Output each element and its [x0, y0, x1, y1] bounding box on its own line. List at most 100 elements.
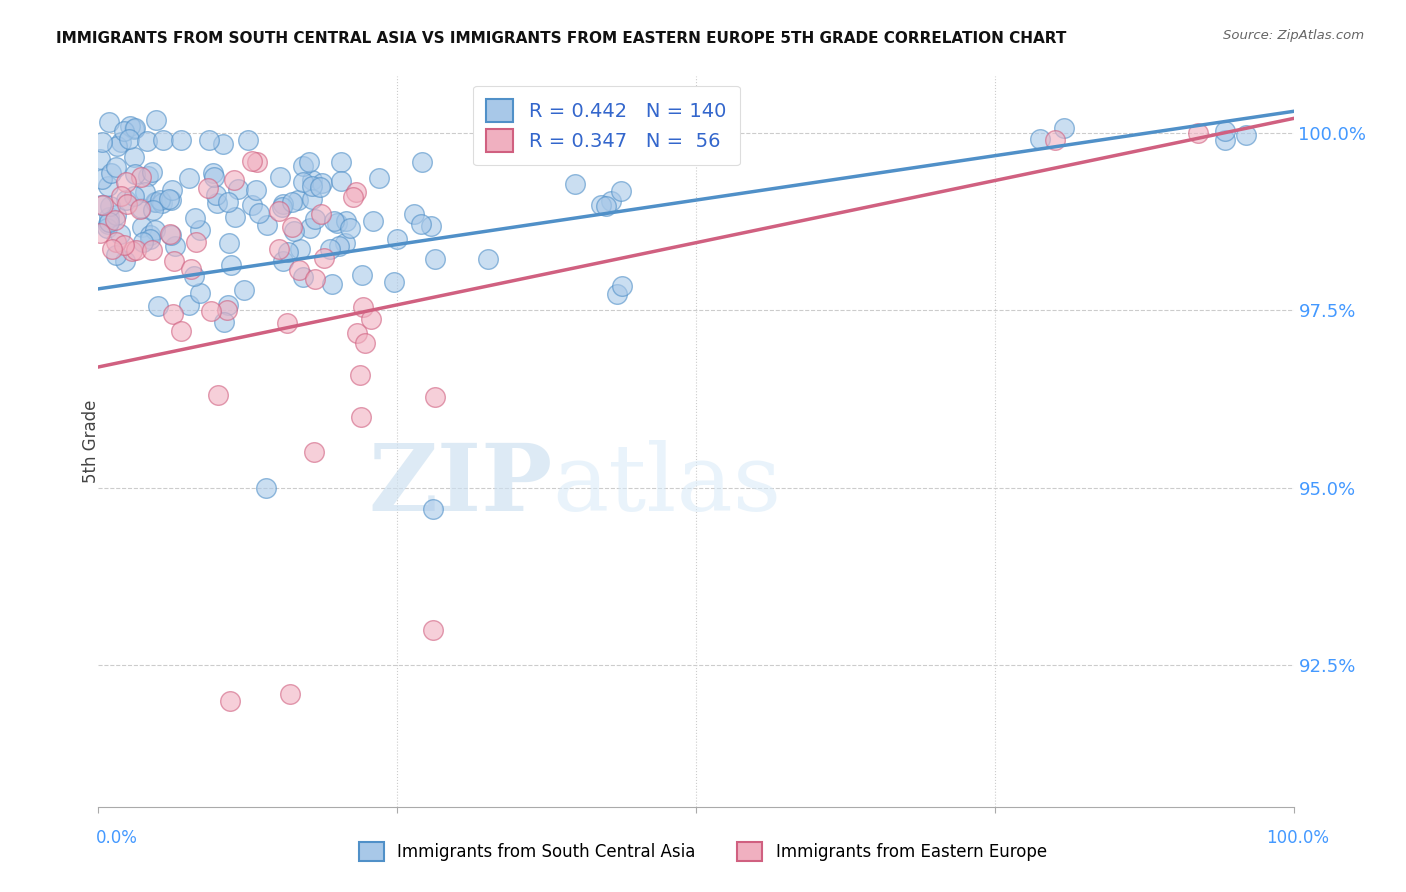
- Point: [136, 134, 159, 148]
- Point: [222, 173, 245, 187]
- Point: [114, 193, 136, 207]
- Point: [339, 221, 361, 235]
- Point: [292, 175, 315, 189]
- Point: [612, 279, 634, 293]
- Point: [91, 198, 114, 212]
- Point: [162, 307, 184, 321]
- Point: [368, 170, 391, 185]
- Point: [150, 195, 173, 210]
- Point: [200, 303, 222, 318]
- Point: [301, 192, 323, 206]
- Point: [98, 199, 121, 213]
- Point: [212, 137, 235, 152]
- Point: [184, 235, 207, 249]
- Point: [217, 195, 239, 210]
- Point: [321, 277, 343, 291]
- Point: [277, 245, 299, 260]
- Point: [342, 190, 364, 204]
- Point: [226, 182, 249, 196]
- Point: [335, 213, 357, 227]
- Point: [98, 115, 121, 129]
- Point: [350, 268, 373, 282]
- Point: [422, 502, 444, 516]
- Point: [118, 119, 141, 133]
- Point: [276, 316, 298, 330]
- Point: [287, 194, 309, 208]
- Point: [217, 298, 239, 312]
- Point: [145, 194, 167, 209]
- Point: [98, 210, 121, 224]
- Point: [385, 232, 408, 246]
- Point: [245, 183, 267, 197]
- Text: 0.0%: 0.0%: [96, 829, 138, 847]
- Point: [105, 138, 128, 153]
- Point: [202, 166, 225, 180]
- Point: [349, 368, 371, 382]
- Point: [136, 169, 159, 184]
- Point: [221, 258, 243, 272]
- Point: [90, 198, 112, 212]
- Point: [309, 207, 332, 221]
- Point: [188, 286, 211, 301]
- Point: [145, 113, 167, 128]
- Point: [177, 297, 200, 311]
- Point: [273, 254, 295, 268]
- Point: [411, 217, 433, 231]
- Text: ZIP: ZIP: [368, 441, 553, 531]
- Point: [382, 275, 405, 289]
- Point: [129, 201, 152, 215]
- Point: [159, 227, 181, 242]
- Point: [138, 232, 160, 246]
- Point: [188, 223, 211, 237]
- Point: [104, 160, 127, 174]
- Point: [114, 253, 136, 268]
- Point: [242, 198, 264, 212]
- Point: [115, 197, 138, 211]
- Point: [197, 181, 219, 195]
- Point: [256, 218, 278, 232]
- Point: [180, 262, 202, 277]
- Point: [160, 183, 183, 197]
- Point: [304, 211, 326, 226]
- Point: [1053, 120, 1076, 135]
- Point: [105, 248, 128, 262]
- Point: [139, 227, 162, 242]
- Point: [125, 243, 148, 257]
- Point: [411, 154, 433, 169]
- Point: [124, 122, 146, 136]
- Point: [105, 235, 128, 249]
- Point: [121, 244, 143, 258]
- Point: [110, 135, 132, 149]
- Point: [141, 165, 163, 179]
- Point: [1213, 133, 1236, 147]
- Point: [314, 251, 336, 265]
- Point: [326, 216, 349, 230]
- Point: [288, 242, 311, 256]
- Point: [606, 286, 628, 301]
- Point: [335, 236, 357, 251]
- Point: [96, 221, 118, 235]
- Point: [419, 219, 441, 234]
- Point: [288, 262, 311, 277]
- Point: [207, 388, 229, 402]
- Point: [170, 133, 193, 147]
- Point: [218, 235, 240, 250]
- Point: [183, 268, 205, 283]
- Point: [149, 193, 172, 207]
- Point: [115, 175, 138, 189]
- Point: [330, 155, 353, 169]
- Point: [110, 227, 132, 241]
- Point: [291, 269, 314, 284]
- Point: [301, 178, 323, 193]
- Point: [298, 220, 321, 235]
- Point: [281, 220, 304, 235]
- Point: [589, 198, 612, 212]
- Point: [269, 170, 291, 185]
- Point: [159, 227, 181, 241]
- Point: [301, 173, 323, 187]
- Point: [97, 215, 120, 229]
- Point: [246, 155, 269, 169]
- Point: [129, 202, 152, 217]
- Point: [124, 120, 146, 135]
- Point: [97, 179, 120, 194]
